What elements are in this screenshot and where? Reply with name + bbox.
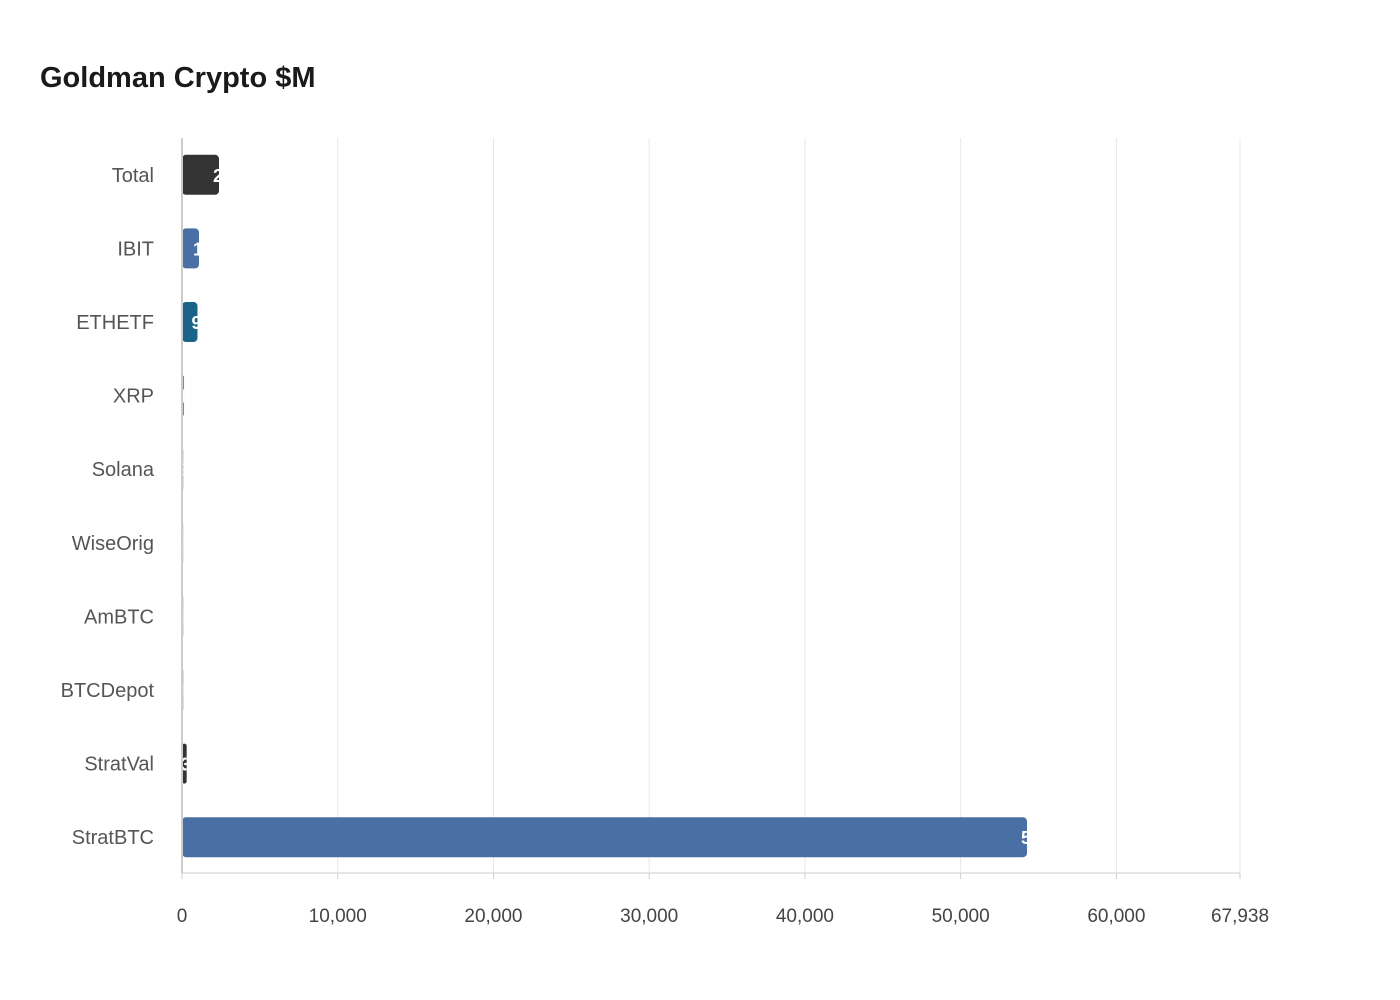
bar-value-label: 995 (191, 313, 221, 333)
bar-value-label: 40 (177, 681, 197, 701)
x-tick-label: 30,000 (620, 906, 678, 927)
x-tick-label: 20,000 (464, 906, 522, 927)
bar-value-label: 2,376 (213, 166, 258, 186)
bar-value-label: 60 (177, 534, 197, 554)
x-tick-label: 67,938 (1211, 906, 1269, 927)
y-category-label: XRP (113, 386, 154, 408)
chart-title: Goldman Crypto $M (40, 62, 316, 94)
x-tick-label: 10,000 (309, 906, 367, 927)
bar-value-label: 90 (177, 460, 197, 480)
bar (182, 302, 198, 342)
bar-value-label: 300 (181, 755, 211, 775)
x-tick-label: 40,000 (776, 906, 834, 927)
bar-value-label: 54,260 (1021, 828, 1076, 848)
bar (182, 817, 1027, 858)
bar (182, 154, 220, 195)
bar-value-label: 1,092 (193, 239, 238, 259)
bar-value-label: 40 (177, 607, 197, 627)
y-category-label: AmBTC (84, 606, 154, 628)
y-category-label: StratBTC (72, 827, 154, 849)
x-tick-label: 50,000 (932, 906, 990, 927)
bar-value-label: 130 (178, 387, 208, 407)
y-category-label: ETHETF (76, 312, 154, 334)
x-tick-label: 60,000 (1087, 906, 1145, 927)
y-category-label: WiseOrig (72, 533, 154, 555)
y-category-label: StratVal (84, 754, 154, 776)
y-category-label: Solana (92, 459, 155, 481)
bar (182, 228, 200, 269)
y-category-label: Total (112, 165, 154, 187)
x-tick-label: 0 (177, 906, 188, 927)
bar (182, 743, 187, 784)
y-category-label: IBIT (117, 238, 154, 260)
y-category-label: BTCDepot (61, 680, 155, 702)
